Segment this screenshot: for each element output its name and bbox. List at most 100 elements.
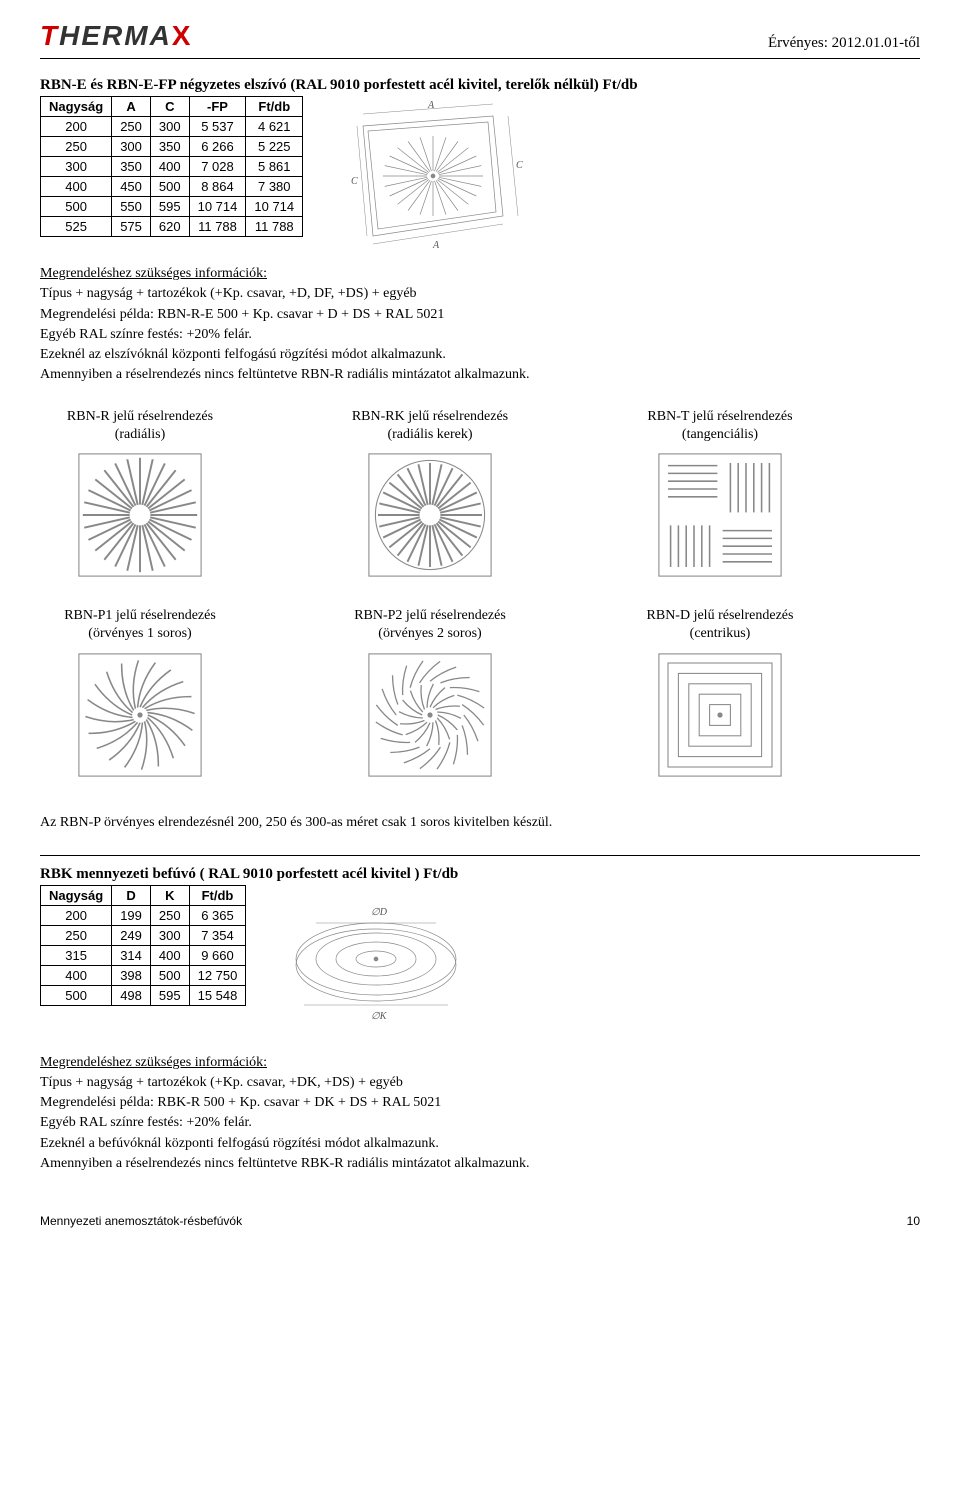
cell: 620 xyxy=(150,217,189,237)
pt-title: RBN-RK jelű réselrendezés xyxy=(352,409,508,424)
cell: 575 xyxy=(112,217,151,237)
cell: 595 xyxy=(150,197,189,217)
col-header: C xyxy=(150,97,189,117)
section2-title: RBK mennyezeti befúvó ( RAL 9010 porfest… xyxy=(40,866,920,883)
info2-l1: Típus + nagyság + tartozékok (+Kp. csava… xyxy=(40,1075,403,1090)
col-header: Ft/db xyxy=(189,885,246,905)
pattern-row-1: RBN-R jelű réselrendezés (radiális) RBN-R… xyxy=(40,408,920,585)
cell: 315 xyxy=(41,945,112,965)
cell: 350 xyxy=(112,157,151,177)
cell: 250 xyxy=(41,137,112,157)
info2-l4: Ezeknél a befúvóknál központi felfogású … xyxy=(40,1136,439,1151)
pattern-rbn-rk: RBN-RK jelű réselrendezés (radiális kerek… xyxy=(330,408,530,585)
col-header: Ft/db xyxy=(246,97,303,117)
label-a-top: A xyxy=(427,100,435,111)
page-header: THERMAX Érvényes: 2012.01.01-től xyxy=(40,20,920,59)
cell: 500 xyxy=(150,965,189,985)
cell: 7 354 xyxy=(189,925,246,945)
col-header: D xyxy=(112,885,151,905)
section-rbk: RBK mennyezeti befúvó ( RAL 9010 porfest… xyxy=(40,866,920,1175)
pt-sub: (radiális) xyxy=(115,427,166,442)
pt-title: RBN-D jelű réselrendezés xyxy=(647,608,794,623)
cell: 500 xyxy=(150,177,189,197)
section1-info: Megrendeléshez szükséges információk: Tí… xyxy=(40,264,920,386)
label-c-right: C xyxy=(516,160,523,171)
logo-t: T xyxy=(40,20,59,51)
diagram-rbn: A C C A xyxy=(333,96,533,256)
table-row: 2502493007 354 xyxy=(41,925,246,945)
pt-title: RBN-R jelű réselrendezés xyxy=(67,409,213,424)
pattern-tangential-icon xyxy=(655,450,785,580)
pt-sub: (örvényes 1 soros) xyxy=(88,626,191,641)
pattern-centric-icon xyxy=(655,650,785,780)
cell: 15 548 xyxy=(189,985,246,1005)
pattern-rbn-t: RBN-T jelű réselrendezés (tangenciális) xyxy=(620,408,820,585)
cell: 300 xyxy=(41,157,112,177)
label-d: ∅D xyxy=(371,907,388,918)
table-row: 50049859515 548 xyxy=(41,985,246,1005)
info-label-2: Megrendeléshez szükséges információk: xyxy=(40,1055,267,1070)
cell: 11 788 xyxy=(246,217,303,237)
cell: 595 xyxy=(150,985,189,1005)
table-rbn-e: NagyságAC-FPFt/db 2002503005 5374 621250… xyxy=(40,96,303,237)
pt-title: RBN-P1 jelű réselrendezés xyxy=(64,608,216,623)
cell: 5 225 xyxy=(246,137,303,157)
note-rbn-p: Az RBN-P örvényes elrendezésnél 200, 250… xyxy=(40,815,920,831)
cell: 7 028 xyxy=(189,157,246,177)
pattern-rbn-p2: RBN-P2 jelű réselrendezés(örvényes 2 sor… xyxy=(330,607,530,784)
cell: 300 xyxy=(150,117,189,137)
footer-right: 10 xyxy=(907,1214,920,1228)
cell: 400 xyxy=(41,965,112,985)
cell: 300 xyxy=(112,137,151,157)
table-row: 50055059510 71410 714 xyxy=(41,197,303,217)
table-row: 3003504007 0285 861 xyxy=(41,157,303,177)
cell: 500 xyxy=(41,197,112,217)
pattern-rbn-r: RBN-R jelű réselrendezés (radiális) xyxy=(40,408,240,585)
pt-sub: (centrikus) xyxy=(690,626,751,641)
pattern-swirl2-icon xyxy=(365,650,495,780)
table-row: 2002503005 5374 621 xyxy=(41,117,303,137)
cell: 550 xyxy=(112,197,151,217)
cell: 9 660 xyxy=(189,945,246,965)
separator xyxy=(40,855,920,856)
cell: 4 621 xyxy=(246,117,303,137)
cell: 6 266 xyxy=(189,137,246,157)
label-c-left: C xyxy=(351,176,358,187)
table-row: 2001992506 365 xyxy=(41,905,246,925)
col-header: Nagyság xyxy=(41,97,112,117)
info-label: Megrendeléshez szükséges információk: xyxy=(40,266,267,281)
cell: 10 714 xyxy=(246,197,303,217)
section-rbn-e: RBN-E és RBN-E-FP négyzetes elszívó (RAL… xyxy=(40,77,920,856)
cell: 500 xyxy=(41,985,112,1005)
logo-herm: HERM xyxy=(59,20,149,51)
label-k: ∅K xyxy=(371,1011,388,1022)
pt-title: RBN-T jelű réselrendezés xyxy=(647,409,792,424)
info-l1: Típus + nagyság + tartozékok (+Kp. csava… xyxy=(40,286,417,301)
cell: 250 xyxy=(112,117,151,137)
validity-text: Érvényes: 2012.01.01-től xyxy=(768,35,920,52)
cell: 250 xyxy=(41,925,112,945)
pt-sub: (radiális kerek) xyxy=(387,427,472,442)
cell: 200 xyxy=(41,905,112,925)
info-l5: Amennyiben a réselrendezés nincs feltünt… xyxy=(40,367,529,382)
cell: 199 xyxy=(112,905,151,925)
cell: 400 xyxy=(150,157,189,177)
cell: 300 xyxy=(150,925,189,945)
cell: 400 xyxy=(150,945,189,965)
pt-sub: (tangenciális) xyxy=(682,427,758,442)
pattern-row-2: RBN-P1 jelű réselrendezés (örvényes 1 sor… xyxy=(40,607,920,784)
section2-row: NagyságDKFt/db 2001992506 3652502493007 … xyxy=(40,885,920,1045)
table-rbk: NagyságDKFt/db 2001992506 3652502493007 … xyxy=(40,885,246,1006)
logo: THERMAX xyxy=(40,20,192,52)
col-header: Nagyság xyxy=(41,885,112,905)
page-footer: Mennyezeti anemosztátok-résbefúvók 10 xyxy=(40,1214,920,1228)
cell: 12 750 xyxy=(189,965,246,985)
cell: 498 xyxy=(112,985,151,1005)
table-row: 3153144009 660 xyxy=(41,945,246,965)
pattern-swirl1-icon xyxy=(75,650,205,780)
cell: 398 xyxy=(112,965,151,985)
col-header: -FP xyxy=(189,97,246,117)
cell: 8 864 xyxy=(189,177,246,197)
table-row: 4004505008 8647 380 xyxy=(41,177,303,197)
cell: 400 xyxy=(41,177,112,197)
